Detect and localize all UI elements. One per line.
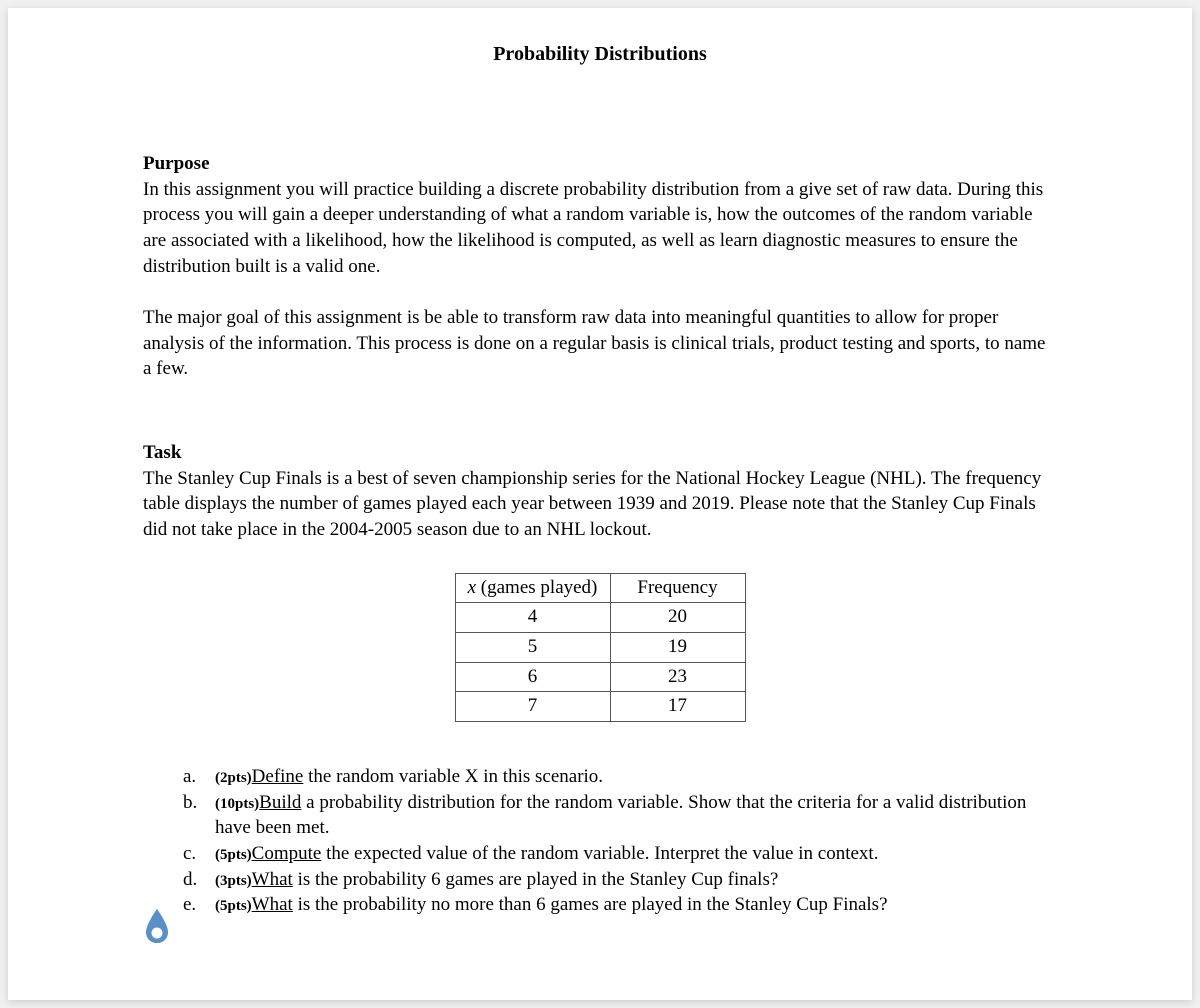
drop-watermark-icon — [143, 907, 171, 945]
column-header-frequency: Frequency — [610, 573, 745, 603]
column-header-x: x (games played) — [455, 573, 610, 603]
document-page: Probability Distributions Purpose In thi… — [8, 8, 1192, 1000]
question-list: a. (2pts)Define the random variable X in… — [143, 764, 1057, 918]
question-a: a. (2pts)Define the random variable X in… — [183, 764, 1057, 790]
question-d: d. (3pts)What is the probability 6 games… — [183, 867, 1057, 893]
task-section: Task The Stanley Cup Finals is a best of… — [143, 440, 1057, 543]
question-verb: Compute — [252, 843, 322, 864]
question-text: the random variable X in this scenario. — [303, 766, 603, 787]
question-c: c. (5pts)Compute the expected value of t… — [183, 841, 1057, 867]
question-marker: c. — [183, 841, 196, 867]
question-text: a probability distribution for the rando… — [215, 792, 1026, 839]
question-points: (5pts) — [215, 847, 252, 863]
question-verb: Build — [259, 792, 301, 813]
purpose-heading: Purpose — [143, 153, 210, 174]
question-b: b. (10pts)Build a probability distributi… — [183, 790, 1057, 841]
table-header-row: x (games played) Frequency — [455, 573, 745, 603]
question-marker: a. — [183, 764, 196, 790]
cell-x: 6 — [455, 662, 610, 692]
table-row: 4 20 — [455, 603, 745, 633]
table-row: 7 17 — [455, 692, 745, 722]
question-points: (10pts) — [215, 796, 259, 812]
question-marker: b. — [183, 790, 197, 816]
table-row: 5 19 — [455, 633, 745, 663]
question-marker: d. — [183, 867, 197, 893]
question-text: is the probability 6 games are played in… — [293, 869, 778, 890]
cell-frequency: 17 — [610, 692, 745, 722]
task-heading: Task — [143, 442, 181, 463]
task-description: The Stanley Cup Finals is a best of seve… — [143, 468, 1041, 540]
question-marker: e. — [183, 892, 196, 918]
question-points: (2pts) — [215, 770, 252, 786]
purpose-text-1: In this assignment you will practice bui… — [143, 179, 1043, 277]
cell-x: 7 — [455, 692, 610, 722]
document-title: Probability Distributions — [143, 43, 1057, 66]
question-verb: What — [252, 894, 293, 915]
cell-frequency: 23 — [610, 662, 745, 692]
question-points: (3pts) — [215, 873, 252, 889]
question-verb: Define — [252, 766, 304, 787]
cell-frequency: 19 — [610, 633, 745, 663]
question-text: is the probability no more than 6 games … — [293, 894, 888, 915]
question-points: (5pts) — [215, 898, 252, 914]
purpose-paragraph-2: The major goal of this assignment is be … — [143, 305, 1057, 382]
cell-x: 5 — [455, 633, 610, 663]
cell-frequency: 20 — [610, 603, 745, 633]
question-text: the expected value of the random variabl… — [321, 843, 878, 864]
question-verb: What — [252, 869, 293, 890]
table-row: 6 23 — [455, 662, 745, 692]
cell-x: 4 — [455, 603, 610, 633]
question-e: e. (5pts)What is the probability no more… — [183, 892, 1057, 918]
purpose-paragraph-1: Purpose In this assignment you will prac… — [143, 151, 1057, 279]
frequency-table: x (games played) Frequency 4 20 5 19 6 2… — [455, 573, 746, 722]
